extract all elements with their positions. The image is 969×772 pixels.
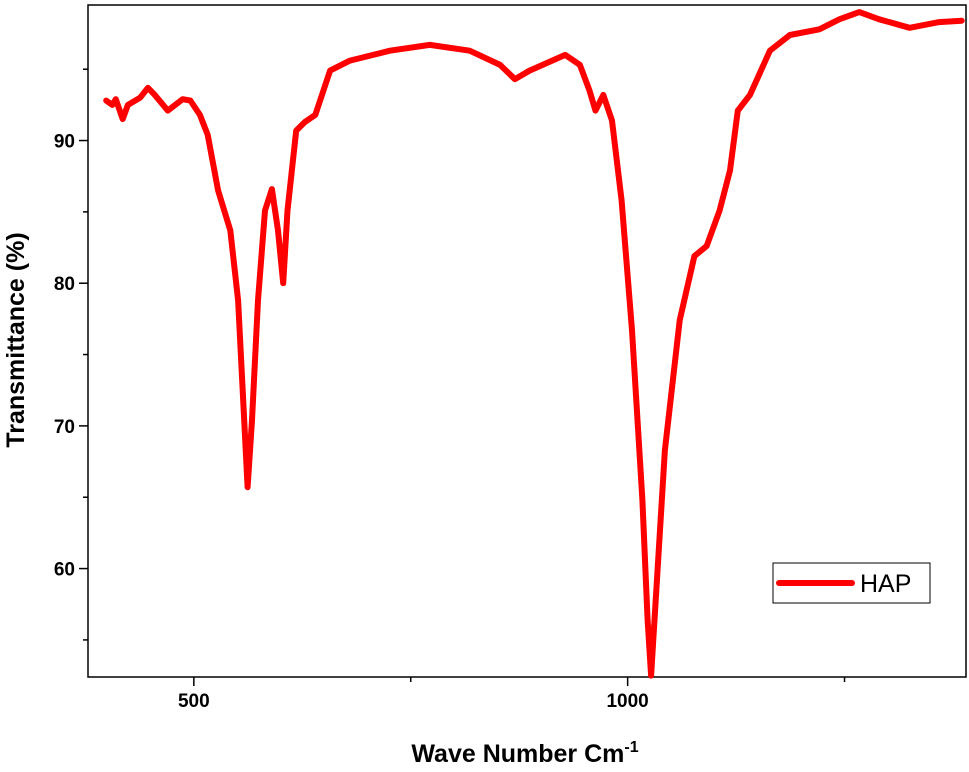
y-tick-label: 90 (54, 132, 75, 153)
y-tick-label: 70 (54, 417, 75, 438)
x-axis-label: Wave Number Cm-1 (411, 739, 638, 768)
x-tick-label: 500 (178, 691, 210, 712)
plot-frame (87, 4, 967, 678)
y-axis-label: Transmittance (%) (2, 232, 30, 447)
legend-label: HAP (860, 570, 911, 598)
data-line (103, 9, 965, 679)
x-label-text: Wave Number Cm (411, 740, 624, 768)
y-tick-label: 60 (54, 560, 75, 581)
x-tick-label: 1000 (606, 691, 648, 712)
x-label-superscript: -1 (624, 739, 638, 756)
y-tick-label: 80 (54, 274, 75, 295)
